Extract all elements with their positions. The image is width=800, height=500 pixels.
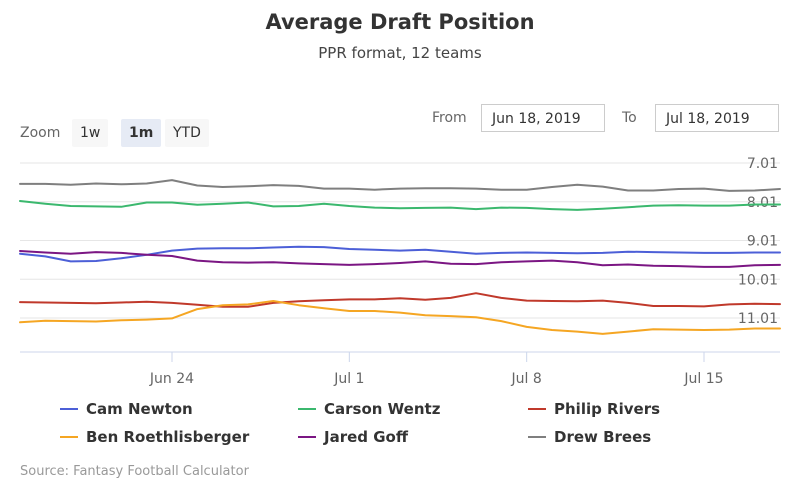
zoom-ytd-button[interactable]: YTD — [165, 119, 209, 147]
legend-swatch-carson-wentz — [298, 408, 316, 410]
legend-item-jared-goff[interactable]: Jared Goff — [298, 426, 408, 448]
series-line-drew-brees — [19, 179, 781, 192]
x-tick-label: Jul 15 — [683, 371, 723, 387]
range-from-input[interactable]: Jun 18, 2019 — [481, 104, 605, 132]
series-line-philip-rivers — [19, 292, 781, 308]
legend-item-drew-brees[interactable]: Drew Brees — [528, 426, 651, 448]
legend-label-carson-wentz: Carson Wentz — [324, 400, 441, 418]
source-credit: Source: Fantasy Football Calculator — [20, 464, 249, 479]
series-line-jared-goff — [19, 250, 781, 268]
zoom-1m-button[interactable]: 1m — [121, 119, 162, 147]
y-tick-label: 7.01 — [747, 156, 778, 172]
y-tick-label: 11.01 — [738, 311, 778, 327]
chart-title: Average Draft Position — [265, 10, 535, 34]
legend-swatch-ben-roethlisberger — [60, 436, 78, 438]
legend-swatch-cam-newton — [60, 408, 78, 410]
y-tick-label: 9.01 — [747, 234, 778, 250]
y-tick-label: 10.01 — [738, 272, 778, 288]
range-to-label: To — [622, 110, 637, 126]
x-tick-label: Jul 8 — [511, 371, 542, 387]
range-from-label: From — [432, 110, 467, 126]
y-tick-label: 8.01 — [747, 195, 778, 211]
legend-swatch-drew-brees — [528, 436, 546, 438]
range-to-input[interactable]: Jul 18, 2019 — [655, 104, 779, 132]
x-tick-label: Jul 1 — [333, 371, 364, 387]
x-tick-label: Jun 24 — [149, 371, 194, 387]
legend-label-jared-goff: Jared Goff — [324, 428, 409, 446]
zoom-1w-button[interactable]: 1w — [72, 119, 109, 147]
legend-item-carson-wentz[interactable]: Carson Wentz — [298, 398, 440, 420]
legend-item-ben-roethlisberger[interactable]: Ben Roethlisberger — [60, 426, 249, 448]
legend-label-drew-brees: Drew Brees — [554, 428, 652, 446]
legend-label-cam-newton: Cam Newton — [86, 400, 193, 418]
legend-label-philip-rivers: Philip Rivers — [554, 400, 661, 418]
legend-item-philip-rivers[interactable]: Philip Rivers — [528, 398, 660, 420]
legend-swatch-jared-goff — [298, 436, 316, 438]
legend-label-ben-roethlisberger: Ben Roethlisberger — [86, 428, 250, 446]
legend-swatch-philip-rivers — [528, 408, 546, 410]
series-line-carson-wentz — [19, 200, 781, 211]
series-line-ben-roethlisberger — [19, 300, 781, 335]
plot-area: 7.01 8.01 9.01 10.01 11.01 Jun 24 Jul 1 Jul 8 Ju… — [19, 156, 781, 387]
chart-subtitle: PPR format, 12 teams — [318, 44, 482, 62]
zoom-label: Zoom — [20, 125, 61, 141]
legend-item-cam-newton[interactable]: Cam Newton — [60, 398, 193, 420]
